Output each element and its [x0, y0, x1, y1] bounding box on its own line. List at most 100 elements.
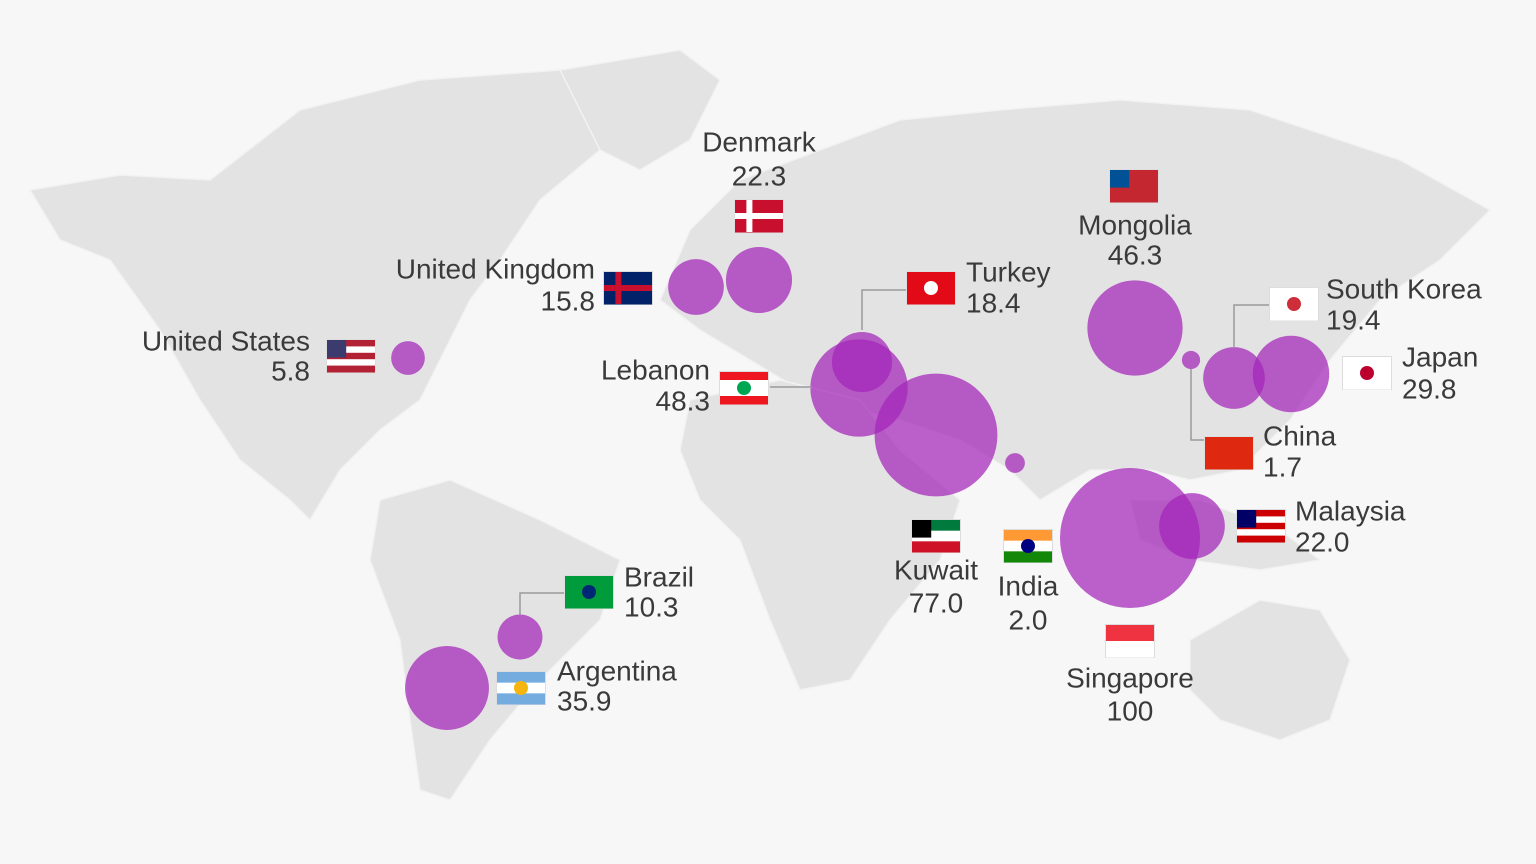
value-label: 10.3: [624, 591, 679, 622]
flag-stripe: [1106, 641, 1154, 658]
connector: [1190, 369, 1205, 441]
value-label: 29.8: [1402, 373, 1457, 404]
bubble: [391, 341, 425, 375]
country-name: South Korea: [1326, 273, 1482, 304]
value-label: 48.3: [656, 385, 711, 416]
flag-stripe: [1004, 551, 1052, 563]
country-name: Denmark: [702, 126, 817, 157]
flag-stripe: [1237, 516, 1285, 524]
flag-emblem: [737, 381, 751, 395]
flag: [1236, 509, 1286, 543]
flag-cross: [604, 272, 652, 304]
flag-canton: [912, 520, 932, 538]
bubble: [497, 614, 543, 660]
country-name: Brazil: [624, 561, 694, 592]
bubble: [1181, 350, 1201, 370]
country-name: Japan: [1402, 341, 1478, 372]
flag-stripe: [912, 520, 960, 532]
flag-stripe: [1237, 522, 1285, 530]
flag: [496, 671, 546, 705]
flag: [1109, 169, 1159, 203]
country-name: Singapore: [1066, 662, 1194, 693]
value-label: 100: [1107, 695, 1154, 726]
flag: [1269, 287, 1319, 321]
flag-stripe: [327, 346, 375, 354]
flag-emblem: [1360, 366, 1374, 380]
flag: [603, 271, 653, 305]
value-label: 5.8: [271, 355, 310, 386]
value-label: 22.3: [732, 160, 787, 191]
north-america: [28, 69, 642, 522]
bubble: [1005, 453, 1025, 473]
country-name: India: [998, 570, 1059, 601]
value-label: 35.9: [557, 685, 612, 716]
country-name: Mongolia: [1078, 209, 1192, 240]
flag-stripe: [1237, 510, 1285, 517]
flag-stripe: [1237, 535, 1285, 543]
value-label: 2.0: [1009, 604, 1048, 635]
value-label: 18.4: [966, 287, 1021, 318]
flag: [1204, 436, 1254, 470]
bubble: [1087, 280, 1183, 376]
flag-stripe: [327, 340, 375, 347]
country-name: United Kingdom: [396, 253, 595, 284]
flag: [1105, 624, 1155, 658]
flag: [719, 371, 769, 405]
bubble: [725, 246, 793, 314]
country-name: Malaysia: [1295, 495, 1406, 526]
flag-stripe: [327, 365, 375, 373]
flag-stripe: [912, 530, 960, 542]
bubble: [1252, 335, 1330, 413]
bubble: [874, 373, 998, 497]
greenland: [558, 49, 721, 171]
bubble: [1203, 347, 1265, 409]
value-label: 1.7: [1263, 451, 1302, 482]
flag: [911, 519, 961, 553]
connector: [1233, 304, 1270, 348]
bubble: [1060, 468, 1200, 608]
flag-emblem: [924, 281, 938, 295]
flag: [906, 271, 956, 305]
country-name: Kuwait: [894, 554, 978, 585]
flag-canton: [1237, 510, 1257, 528]
country-name: Lebanon: [601, 354, 710, 385]
flag-stripe: [1004, 530, 1052, 542]
value-label: 22.0: [1295, 526, 1350, 557]
flag-canton: [1110, 170, 1130, 188]
flag: [1003, 529, 1053, 563]
flag: [1342, 356, 1392, 390]
australia: [1189, 599, 1351, 741]
flag-stripe: [327, 359, 375, 367]
flag: [734, 199, 784, 233]
flag: [326, 339, 376, 373]
flag-stripe: [497, 693, 545, 705]
flag-cross: [735, 200, 783, 232]
south-america: [369, 479, 621, 801]
flag-emblem: [1021, 539, 1035, 553]
value-label: 77.0: [909, 587, 964, 618]
flag-stripe: [1237, 529, 1285, 537]
flag-stripe: [720, 396, 768, 405]
flag-emblem: [514, 681, 528, 695]
country-name: United States: [142, 325, 310, 356]
value-label: 46.3: [1108, 239, 1163, 270]
bubble: [668, 259, 724, 315]
flag-stripe: [912, 541, 960, 553]
flag-canton: [1205, 437, 1225, 455]
connector: [519, 592, 565, 615]
flag-stripe: [1106, 625, 1154, 642]
flag-stripe: [327, 352, 375, 360]
bubble: [405, 646, 489, 730]
flag-emblem: [1287, 297, 1301, 311]
country-name: Turkey: [966, 256, 1051, 287]
value-label: 15.8: [541, 285, 596, 316]
bubble: [1159, 493, 1225, 559]
country-name: Argentina: [557, 655, 677, 686]
flag-emblem: [582, 585, 596, 599]
value-label: 19.4: [1326, 304, 1381, 335]
country-name: China: [1263, 420, 1337, 451]
flag: [564, 575, 614, 609]
